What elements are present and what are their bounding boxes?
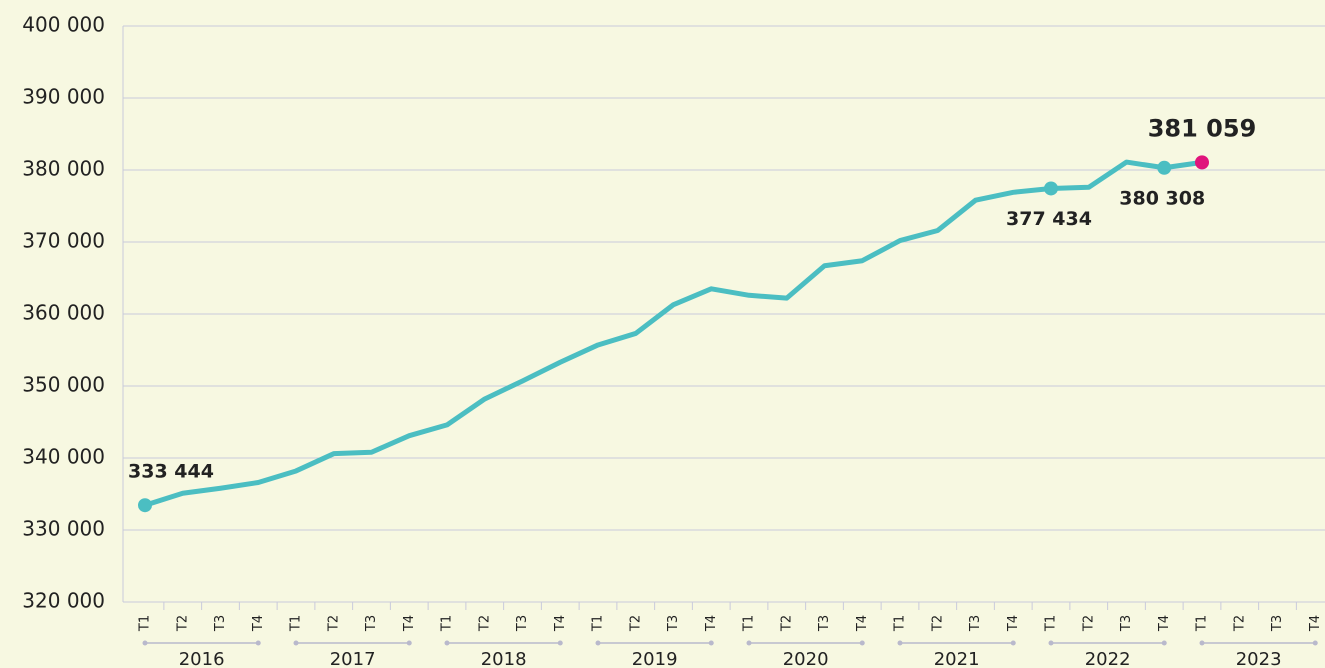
year-bracket-dot [1312, 640, 1318, 646]
year-bracket-dot [406, 640, 412, 646]
x-tick-label: T1 [289, 615, 304, 632]
x-tick-label: T3 [1119, 615, 1134, 632]
x-tick-label: T3 [364, 615, 379, 632]
year-bracket-dot [444, 640, 450, 646]
x-tick-label: T2 [779, 615, 794, 632]
x-tick-label: T1 [893, 615, 908, 632]
year-bracket-dot [595, 640, 601, 646]
year-bracket-dot [746, 640, 752, 646]
year-label: 2020 [783, 649, 829, 668]
x-tick-label: T1 [1044, 615, 1059, 632]
x-tick-label: T4 [553, 615, 568, 632]
x-tick-label: T1 [1195, 615, 1210, 632]
year-bracket-dot [255, 640, 261, 646]
y-tick-label: 400 000 [22, 13, 105, 37]
x-tick-label: T1 [440, 615, 455, 632]
x-tick-label: T4 [704, 615, 719, 632]
year-bracket-dot [142, 640, 148, 646]
x-tick-label: T1 [138, 615, 153, 632]
year-bracket-dot [897, 640, 903, 646]
data-label: 333 444 [128, 461, 214, 483]
x-tick-label: T3 [817, 615, 832, 632]
x-tick-label: T4 [1157, 615, 1172, 632]
x-tick-label: T2 [326, 615, 341, 632]
x-tick-label: T3 [515, 615, 530, 632]
y-tick-label: 370 000 [22, 229, 105, 253]
x-tick-label: T3 [968, 615, 983, 632]
x-tick-label: T4 [402, 615, 417, 632]
point [138, 498, 152, 513]
year-bracket-dot [1161, 640, 1167, 646]
year-label: 2022 [1085, 649, 1131, 668]
year-bracket-dot [1199, 640, 1205, 646]
year-bracket-dot [1048, 640, 1054, 646]
year-bracket-dot [293, 640, 299, 646]
data-label: 381 059 [1148, 114, 1257, 142]
year-label: 2016 [179, 649, 225, 668]
x-tick-label: T2 [628, 615, 643, 632]
year-label: 2018 [481, 649, 527, 668]
point [1044, 181, 1058, 196]
x-tick-label: T2 [175, 615, 190, 632]
y-tick-label: 380 000 [22, 157, 105, 181]
point [1195, 155, 1209, 170]
year-bracket-dot [1010, 640, 1016, 646]
year-bracket-dot [859, 640, 865, 646]
line [144, 159, 1203, 508]
y-tick-label: 360 000 [22, 301, 105, 325]
y-tick-label: 350 000 [22, 373, 105, 397]
x-tick-label: T4 [855, 615, 870, 632]
x-tick-label: T3 [666, 615, 681, 632]
x-tick-label: T3 [213, 615, 228, 632]
y-tick-label: 330 000 [22, 517, 105, 541]
y-tick-label: 320 000 [22, 589, 105, 613]
x-tick-label: T4 [1308, 615, 1323, 632]
year-label: 2017 [330, 649, 376, 668]
y-tick-label: 340 000 [22, 445, 105, 469]
y-tick-label: 390 000 [22, 85, 105, 109]
x-tick-label: T2 [1232, 615, 1247, 632]
x-tick-label: T2 [477, 615, 492, 632]
x-tick-label: T1 [591, 615, 606, 632]
year-label: 2021 [934, 649, 980, 668]
x-tick-label: T3 [1270, 615, 1285, 632]
point [1157, 160, 1172, 175]
year-label: 2019 [632, 649, 678, 668]
data-label: 380 308 [1119, 187, 1205, 209]
year-bracket-dot [708, 640, 714, 646]
year-bracket-dot [557, 640, 563, 646]
x-tick-label: T4 [1006, 615, 1021, 632]
x-tick-label: T2 [1081, 615, 1096, 632]
data-label: 377 434 [1006, 208, 1092, 230]
x-tick-label: T1 [742, 615, 757, 632]
x-tick-label: T2 [930, 615, 945, 632]
year-label: 2023 [1236, 649, 1282, 668]
x-tick-label: T4 [251, 615, 266, 632]
